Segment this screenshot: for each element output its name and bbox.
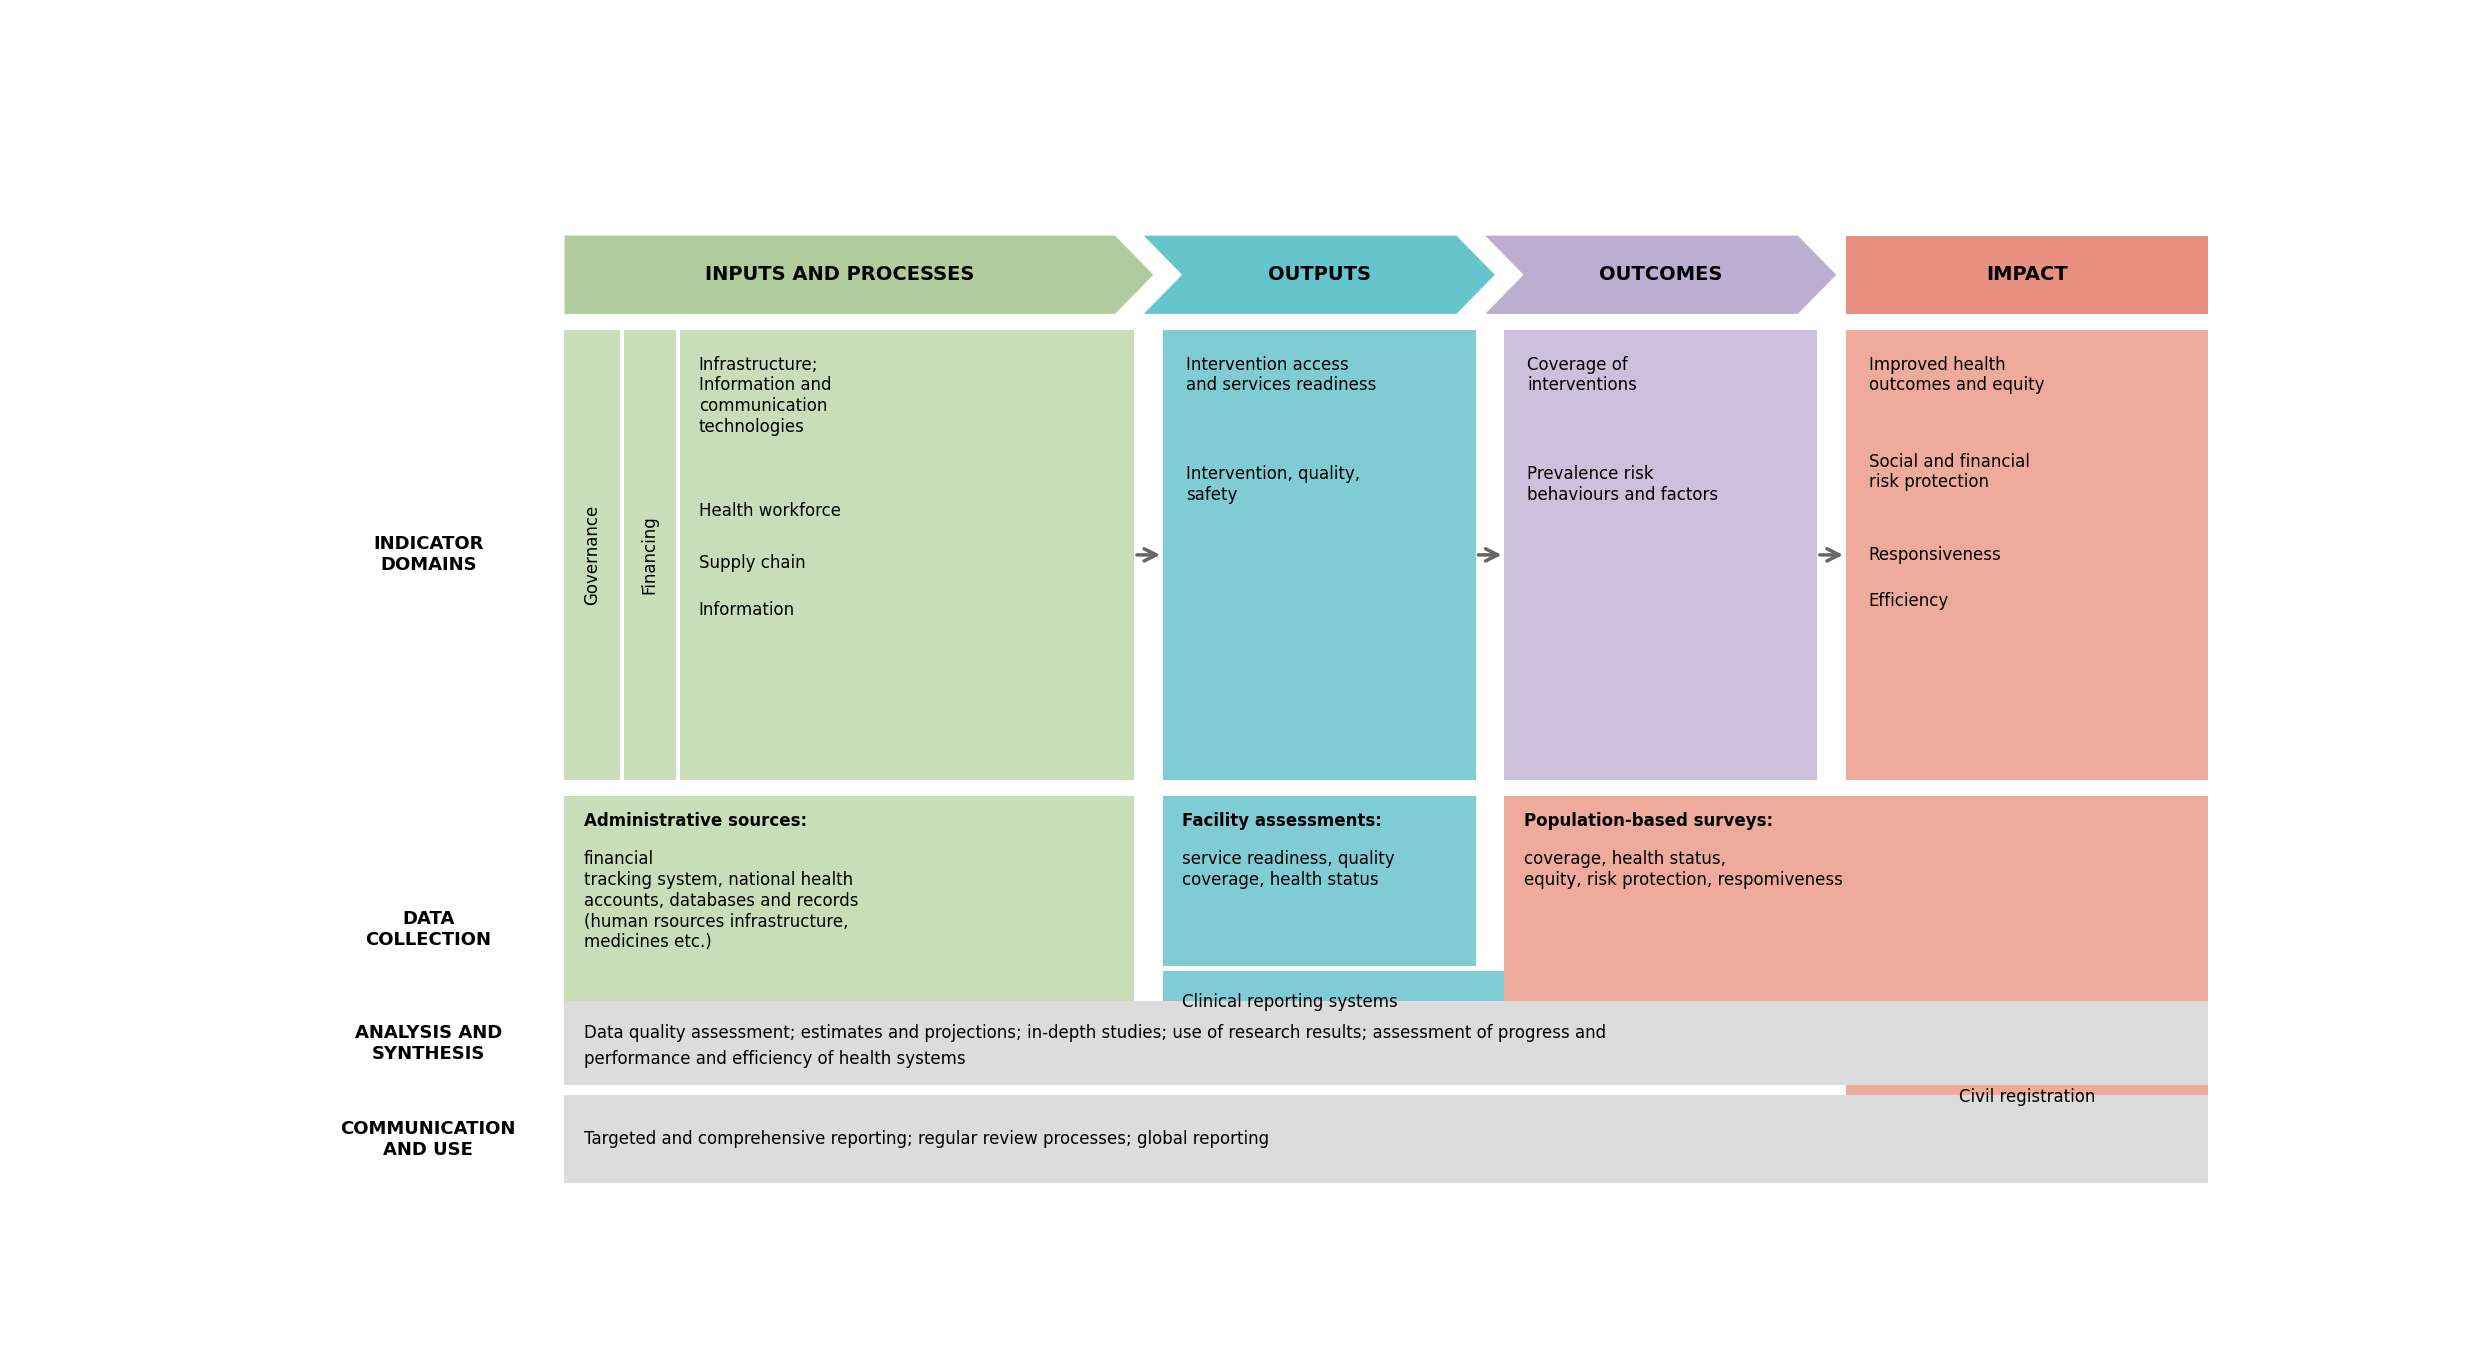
Polygon shape <box>1143 236 1495 314</box>
Text: Prevalence risk
behaviours and factors: Prevalence risk behaviours and factors <box>1527 465 1718 504</box>
Text: Governance: Governance <box>584 505 601 606</box>
Text: Intervention, quality,
safety: Intervention, quality, safety <box>1186 465 1361 504</box>
FancyBboxPatch shape <box>1163 329 1475 780</box>
Text: Intervention access
and services readiness: Intervention access and services readine… <box>1186 355 1376 394</box>
Text: Improved health
outcomes and equity: Improved health outcomes and equity <box>1869 355 2044 394</box>
Text: INPUTS AND PROCESSES: INPUTS AND PROCESSES <box>705 266 975 285</box>
FancyBboxPatch shape <box>1505 795 2208 1062</box>
Polygon shape <box>1485 236 1836 314</box>
Text: COMMUNICATION
AND USE: COMMUNICATION AND USE <box>342 1119 515 1159</box>
Text: Targeted and comprehensive reporting; regular review processes; global reporting: Targeted and comprehensive reporting; re… <box>584 1130 1270 1148</box>
Text: Efficiency: Efficiency <box>1869 592 1948 611</box>
FancyBboxPatch shape <box>1163 795 1475 966</box>
Text: Social and financial
risk protection: Social and financial risk protection <box>1869 453 2029 492</box>
Text: Civil registration: Civil registration <box>1958 1088 2096 1107</box>
Text: ANALYSIS AND
SYNTHESIS: ANALYSIS AND SYNTHESIS <box>354 1024 502 1062</box>
FancyBboxPatch shape <box>564 795 1134 1062</box>
Text: Clinical reporting systems: Clinical reporting systems <box>1183 993 1398 1011</box>
FancyBboxPatch shape <box>1163 972 2208 1034</box>
FancyBboxPatch shape <box>624 329 676 780</box>
FancyBboxPatch shape <box>1846 1072 2208 1122</box>
Polygon shape <box>564 236 1153 314</box>
Text: DATA
COLLECTION: DATA COLLECTION <box>366 911 493 948</box>
Text: Infrastructure;
Information and
communication
technologies: Infrastructure; Information and communic… <box>698 355 832 436</box>
FancyBboxPatch shape <box>681 329 1134 780</box>
Text: coverage, health status,
equity, risk protection, respomiveness: coverage, health status, equity, risk pr… <box>1525 850 1841 889</box>
Text: IMPACT: IMPACT <box>1985 266 2069 285</box>
FancyBboxPatch shape <box>1846 236 2208 314</box>
Text: Health workforce: Health workforce <box>698 501 842 520</box>
Text: Information: Information <box>698 600 794 619</box>
FancyBboxPatch shape <box>1846 329 2208 780</box>
Text: Facility assessments:: Facility assessments: <box>1183 812 1381 829</box>
Text: OUTPUTS: OUTPUTS <box>1267 266 1371 285</box>
Text: financial
tracking system, national health
accounts, databases and records
(huma: financial tracking system, national heal… <box>584 850 859 951</box>
Text: Supply chain: Supply chain <box>698 554 804 572</box>
Text: Financing: Financing <box>641 515 658 595</box>
Text: INDICATOR
DOMAINS: INDICATOR DOMAINS <box>374 535 483 575</box>
Text: Administrative sources:: Administrative sources: <box>584 812 807 829</box>
FancyBboxPatch shape <box>564 329 621 780</box>
FancyBboxPatch shape <box>564 1001 2208 1085</box>
Text: Data quality assessment; estimates and projections; in-depth studies; use of res: Data quality assessment; estimates and p… <box>584 1024 1606 1042</box>
FancyBboxPatch shape <box>1505 329 1817 780</box>
Text: OUTCOMES: OUTCOMES <box>1599 266 1723 285</box>
Text: Population-based surveys:: Population-based surveys: <box>1525 812 1772 829</box>
Text: Coverage of
interventions: Coverage of interventions <box>1527 355 1638 394</box>
Text: service readiness, quality
coverage, health status: service readiness, quality coverage, hea… <box>1183 850 1396 889</box>
Text: performance and efficiency of health systems: performance and efficiency of health sys… <box>584 1050 965 1068</box>
FancyBboxPatch shape <box>564 1095 2208 1183</box>
Text: Responsiveness: Responsiveness <box>1869 546 2002 564</box>
